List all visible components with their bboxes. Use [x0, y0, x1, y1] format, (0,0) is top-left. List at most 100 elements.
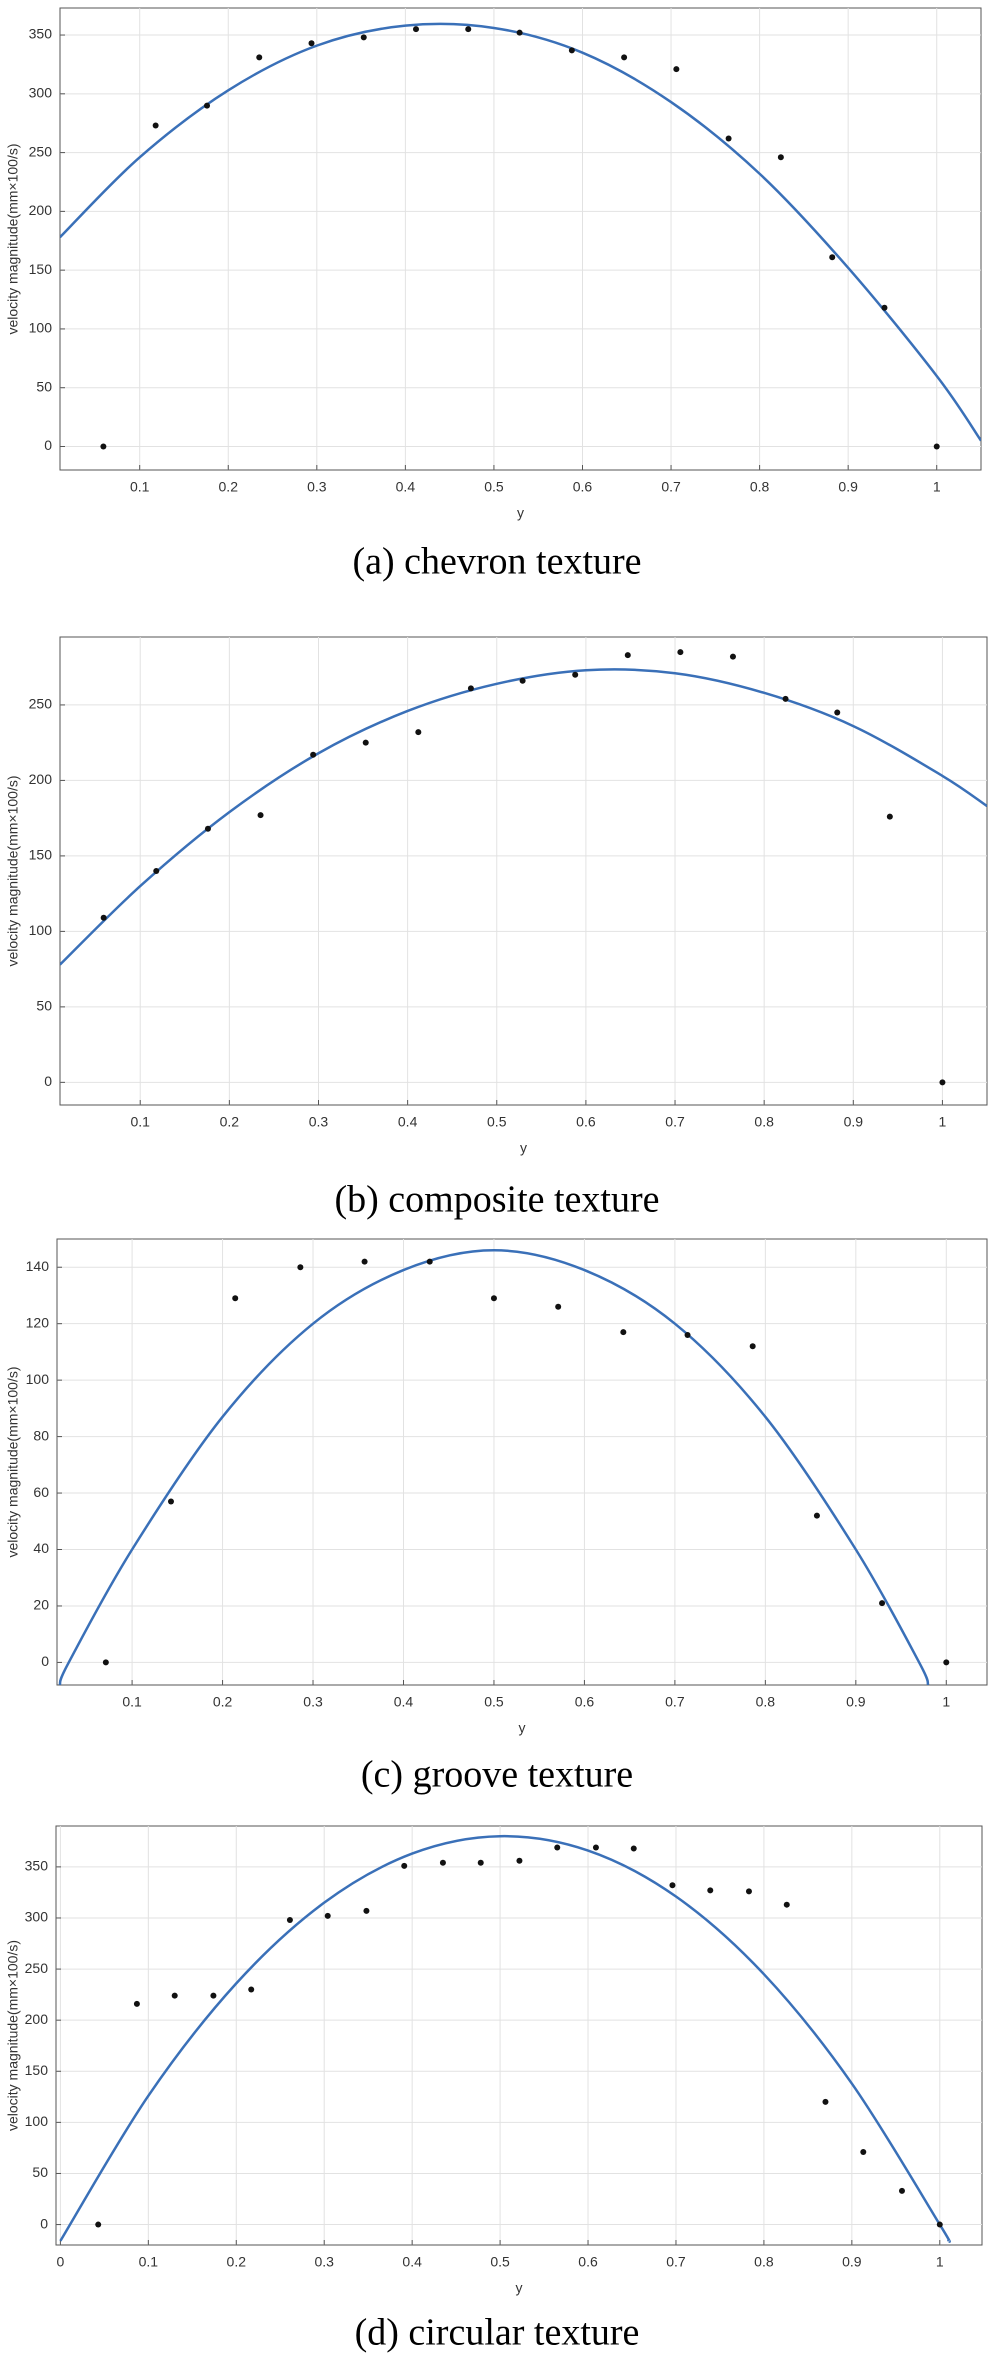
y-tick-label: 300	[25, 1909, 49, 1925]
y-tick-label: 300	[29, 85, 53, 101]
data-point	[554, 1844, 561, 1851]
data-point	[210, 1992, 217, 1999]
x-axis-label: y	[517, 505, 524, 521]
fit-curve	[60, 22, 981, 442]
x-tick-label: 0.5	[487, 1114, 507, 1130]
data-point	[426, 1258, 433, 1265]
data-point	[592, 1844, 599, 1851]
x-tick-label: 0.8	[754, 1114, 774, 1130]
data-point	[362, 739, 369, 746]
x-tick-label: 0.8	[756, 1694, 776, 1710]
data-point	[881, 304, 888, 311]
x-tick-label: 1	[933, 479, 941, 495]
data-point	[133, 2000, 140, 2007]
data-point	[171, 1992, 178, 1999]
data-point	[297, 1264, 304, 1271]
fit-curve	[58, 1249, 930, 1685]
x-tick-label: 0.2	[219, 479, 239, 495]
data-point	[415, 729, 422, 736]
data-point	[204, 102, 211, 109]
data-point	[813, 1512, 820, 1519]
data-point	[943, 1659, 950, 1666]
x-axis-label: y	[519, 1720, 526, 1736]
x-tick-label: 0.9	[842, 2254, 862, 2270]
data-point	[677, 649, 684, 656]
data-point	[310, 751, 317, 758]
y-tick-label: 140	[26, 1258, 50, 1274]
plot-area	[56, 1238, 988, 1686]
x-tick-label: 1	[942, 1694, 950, 1710]
y-tick-label: 0	[40, 2215, 48, 2231]
x-tick-label: 0.4	[396, 479, 416, 495]
data-point	[749, 1343, 756, 1350]
data-point	[621, 54, 628, 61]
y-tick-label: 50	[36, 378, 52, 394]
data-point	[725, 135, 732, 142]
data-point	[516, 29, 523, 36]
data-point	[308, 40, 315, 47]
chart: 0.1 0.2 0.3 0.4 0.5 0.6 0.7 0.8 0.9 1 0 20 40 60 80 100…	[5, 1238, 988, 1796]
x-tick-label: 0.9	[846, 1694, 866, 1710]
x-tick-label: 1	[936, 2254, 944, 2270]
plot-area	[59, 636, 988, 1106]
x-tick-label: 0.7	[665, 1694, 685, 1710]
x-tick-label: 0.2	[227, 2254, 247, 2270]
x-tick-label: 0.3	[309, 1114, 329, 1130]
x-tick-label: 0.7	[666, 2254, 686, 2270]
y-tick-label: 150	[29, 847, 53, 863]
data-point	[745, 1888, 752, 1895]
y-tick-label: 60	[33, 1484, 49, 1500]
y-tick-label: 100	[29, 320, 53, 336]
x-tick-label: 0.5	[484, 1694, 504, 1710]
y-axis-label: velocity magnitude(mm×100/s)	[5, 1940, 21, 2131]
data-point	[152, 122, 159, 129]
y-tick-label: 0	[41, 1653, 49, 1669]
y-tick-label: 250	[29, 696, 53, 712]
caption: (d) circular texture	[355, 2312, 640, 2354]
data-point	[555, 1303, 562, 1310]
plot-area	[55, 1825, 983, 2246]
data-point	[361, 1258, 368, 1265]
data-point	[257, 812, 264, 819]
x-tick-label: 1	[939, 1114, 947, 1130]
x-tick-label: 0.7	[661, 479, 681, 495]
y-tick-label: 150	[29, 261, 53, 277]
data-point	[834, 709, 841, 716]
data-point	[95, 2221, 102, 2228]
x-tick-label: 0.1	[130, 479, 150, 495]
data-point	[684, 1331, 691, 1338]
y-axis-label: velocity magnitude(mm×100/s)	[5, 775, 21, 966]
y-tick-label: 150	[25, 2062, 49, 2078]
data-point	[630, 1845, 637, 1852]
data-point	[363, 1907, 370, 1914]
y-axis-label: velocity magnitude(mm×100/s)	[5, 1366, 21, 1557]
x-tick-label: 0.4	[402, 2254, 422, 2270]
data-point	[100, 914, 107, 921]
x-tick-label: 0.5	[484, 479, 504, 495]
data-point	[256, 54, 263, 61]
y-tick-label: 350	[29, 26, 53, 42]
x-tick-label: 0	[56, 2254, 64, 2270]
x-tick-label: 0.6	[575, 1694, 595, 1710]
data-point	[933, 443, 940, 450]
y-tick-label: 350	[25, 1858, 49, 1874]
data-point	[477, 1859, 484, 1866]
y-tick-label: 0	[44, 1073, 52, 1089]
data-point	[324, 1912, 331, 1919]
chart: 0.1 0.2 0.3 0.4 0.5 0.6 0.7 0.8 0.9 1 0 50 100 150 200…	[5, 7, 982, 583]
y-tick-label: 50	[32, 2164, 48, 2180]
data-point	[886, 813, 893, 820]
y-tick-label: 40	[33, 1540, 49, 1556]
x-tick-label: 0.8	[750, 479, 770, 495]
data-point	[490, 1295, 497, 1302]
y-tick-label: 100	[29, 922, 53, 938]
y-tick-label: 100	[25, 2113, 49, 2129]
data-point	[669, 1882, 676, 1889]
data-point	[673, 66, 680, 73]
y-tick-label: 0	[44, 437, 52, 453]
y-tick-label: 250	[25, 1960, 49, 1976]
plot-area	[59, 7, 982, 471]
x-tick-label: 0.9	[838, 479, 858, 495]
fit-curve	[59, 1834, 951, 2243]
